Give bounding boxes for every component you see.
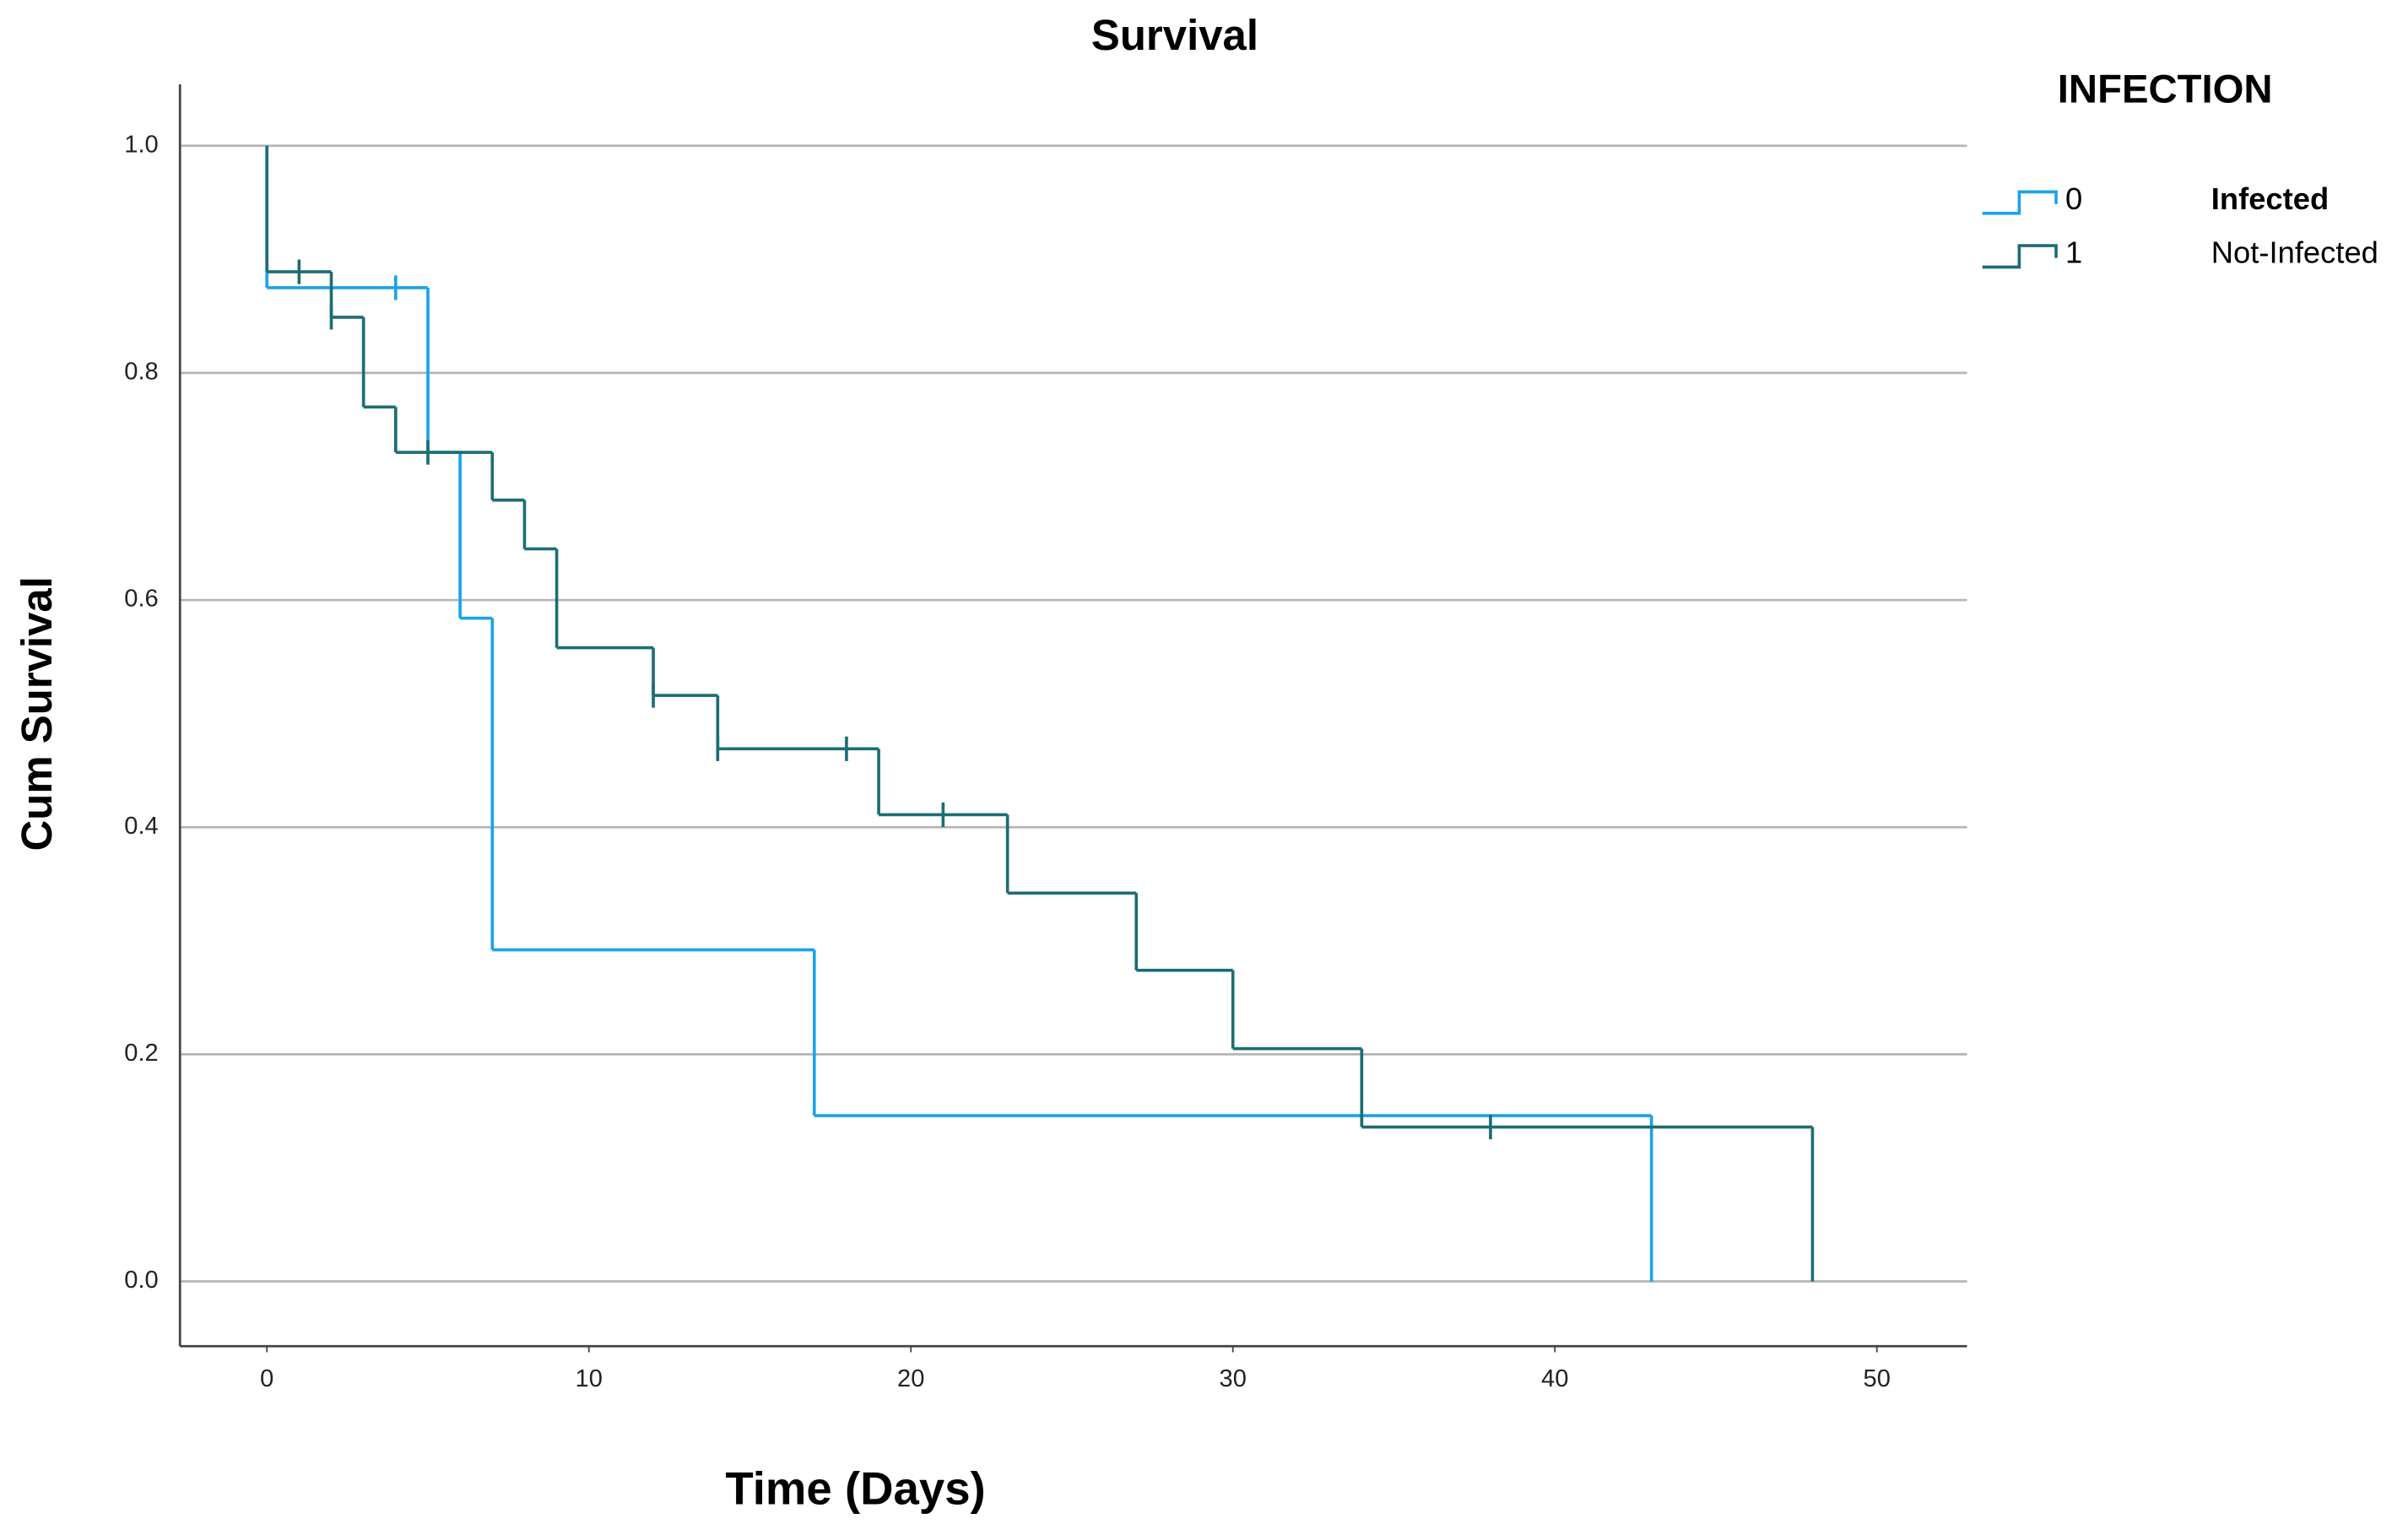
legend-symbol [1982,244,2058,269]
y-axis-label: Cum Survival [13,576,61,851]
x-tick-label: 20 [897,1365,924,1392]
x-tick-label: 0 [260,1365,273,1392]
x-tick-label: 30 [1220,1365,1247,1392]
y-tick-label: 0.2 [124,1040,158,1067]
legend-description: Not-Infected [2211,235,2378,270]
x-tick-label: 40 [1541,1365,1568,1392]
legend-symbol [1982,190,2058,215]
chart-title: Survival [1091,11,1258,59]
x-axis-label: Time (Days) [725,1462,985,1514]
legend-label: 1 [2065,235,2082,270]
x-tick-label: 50 [1864,1365,1891,1392]
legend-title: INFECTION [2058,68,2273,112]
legend-label: 0 [2065,181,2082,216]
y-tick-label: 0.6 [124,586,158,613]
y-tick-label: 0.4 [124,813,158,840]
legend-description: Infected [2211,181,2329,216]
x-tick-label: 10 [576,1365,603,1392]
y-tick-label: 0.8 [124,359,158,386]
y-tick-label: 1.0 [124,131,158,158]
y-tick-label: 0.0 [124,1267,158,1294]
